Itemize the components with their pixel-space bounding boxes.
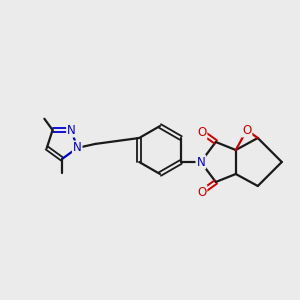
Text: O: O bbox=[197, 185, 206, 199]
Text: N: N bbox=[196, 155, 205, 169]
Text: N: N bbox=[67, 124, 76, 136]
Text: O: O bbox=[242, 124, 251, 136]
Text: N: N bbox=[73, 141, 82, 154]
Text: O: O bbox=[197, 125, 206, 139]
